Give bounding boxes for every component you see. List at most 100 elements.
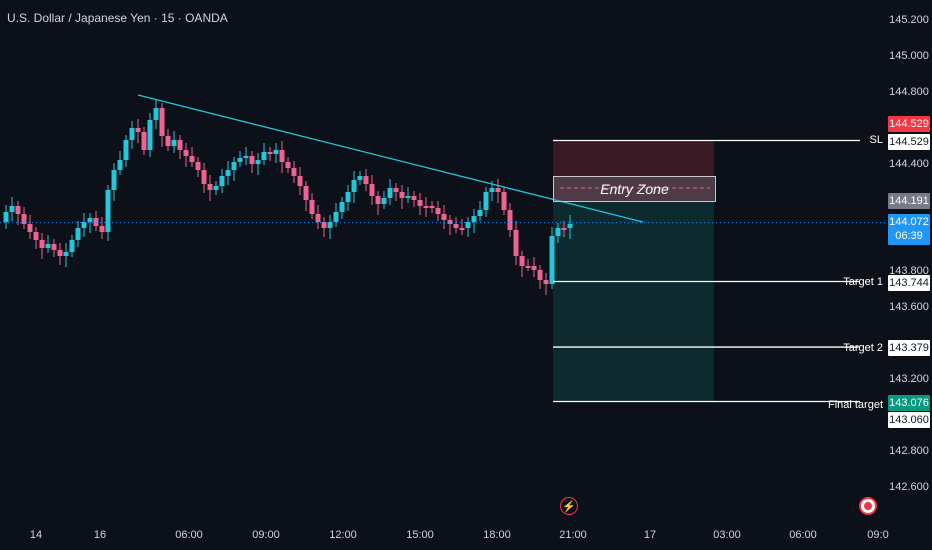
candle-body [471,216,477,222]
candle-body [219,176,225,186]
candle-body [195,162,201,170]
candle-body [141,132,147,150]
candle-body [177,140,183,150]
candle-body [351,180,357,192]
candle-body [33,232,39,240]
x-axis-tick-label: 03:00 [713,529,741,541]
trendline [137,94,644,223]
candle-body [369,184,375,196]
sl-label: SL [869,134,883,146]
candle-body [27,224,33,232]
candle-body [447,220,453,224]
x-axis-tick-label: 06:00 [789,529,817,541]
candle-body [375,196,381,204]
candle-body [327,222,333,228]
candle-body [405,196,411,198]
candle-body [3,212,9,222]
candle-body [183,150,189,156]
target2-label: Target 2 [843,342,883,354]
candle-body [333,212,339,222]
candle-body [93,218,99,226]
candle-body [87,218,93,222]
candle-body [429,206,435,208]
candle-body [129,128,135,140]
current-price-value: 144.072 [889,216,929,228]
candle-body [465,222,471,228]
current-price-tag: 144.072 06:39 [888,214,930,245]
candle-body [15,206,21,214]
candle-body [357,176,363,180]
candle-body [291,168,297,176]
entry-price-tag: 144.191 [888,193,930,209]
candle-body [387,188,393,198]
candle-body [57,250,63,256]
candle-body [489,188,495,192]
x-axis-tick-label: 09:00 [252,529,280,541]
candle-body [525,266,531,268]
candle-body [285,162,291,168]
candle-body [111,170,117,190]
lightning-icon[interactable]: ⚡ [560,497,578,515]
x-axis-tick-label: 15:00 [406,529,434,541]
candle-body [189,156,195,162]
candle-body [519,256,525,266]
candle-body [477,210,483,216]
candle-body [549,236,555,284]
profit-zone [553,201,714,402]
y-axis-tick-label: 145.200 [889,14,929,26]
x-axis-tick-label: 09:0 [867,529,889,541]
candle-body [303,186,309,200]
candle-body [201,170,207,184]
candle-body [69,240,75,252]
y-axis-tick-label: 142.800 [889,445,929,458]
candle-body [207,184,213,190]
x-axis-tick-label: 12:00 [329,529,357,541]
candle-body [555,228,561,236]
candle-body [423,206,429,208]
candle-body [459,228,465,230]
candle-body [567,224,573,228]
x-axis-tick-label: 06:00 [175,529,203,541]
candle-body [279,150,285,162]
candle-body [237,158,243,162]
candle-body [159,108,165,136]
final-target-label: Final target [827,399,883,411]
candle-body [75,228,81,240]
candle-body [147,120,153,150]
candle-body [495,188,501,192]
candle-body [435,208,441,214]
candle-body [531,266,537,270]
candle-body [81,222,87,228]
target1-price-tag: 143.744 [888,275,930,291]
candle-body [513,230,519,256]
candle-body [117,160,123,170]
candle-body [315,214,321,222]
candle-body [309,200,315,214]
candle-body [345,192,351,202]
y-axis-tick-label: 144.400 [889,157,929,170]
target2-price-tag: 143.379 [888,340,930,356]
candle-body [543,280,549,284]
candle-body [165,136,171,146]
y-axis-tick-label: 144.800 [889,85,929,98]
candle-body [171,140,177,146]
chart-title: U.S. Dollar / Japanese Yen · 15 · OANDA [7,11,228,25]
record-icon[interactable] [859,497,877,515]
candle-body [255,160,261,164]
candle-body [483,192,489,210]
x-axis-tick-label: 14 [29,529,43,541]
candle-body [99,226,105,232]
x-axis-tick-label: 17 [643,529,657,541]
candle-body [339,202,345,212]
candle-body [243,156,249,158]
y-axis-tick-label: 145.000 [889,49,929,62]
y-axis-tick-label: 142.600 [889,481,929,493]
candle-body [501,192,507,210]
candle-body [9,206,15,212]
candle-body [153,108,159,120]
y-axis-tick-label: 143.200 [889,373,929,386]
candle-body [399,192,405,198]
candle-body [321,222,327,228]
y-axis-tick-label: 143.800 [889,265,929,278]
